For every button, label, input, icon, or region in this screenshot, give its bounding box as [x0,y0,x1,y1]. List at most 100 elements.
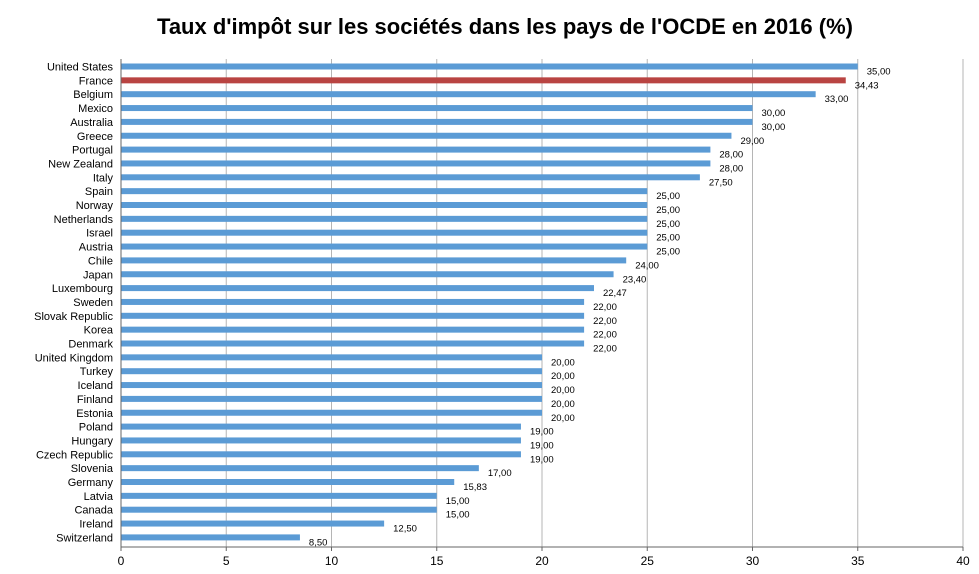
category-label: Poland [79,422,113,434]
bar [121,479,455,485]
value-label: 19,00 [530,440,554,451]
value-label: 28,00 [719,150,743,161]
value-label: 20,00 [551,371,575,382]
value-label: 17,00 [488,468,512,479]
category-label: Austria [79,242,114,254]
bar [121,534,300,541]
category-label: Turkey [80,366,114,378]
category-label: Switzerland [56,532,113,544]
bar [121,506,437,513]
bar [121,215,648,222]
x-tick-label: 5 [223,554,230,568]
value-label: 20,00 [551,413,575,424]
bar [121,174,700,181]
category-label: Germany [68,477,114,489]
bar [121,465,479,472]
x-tick-label: 0 [118,554,125,568]
bar [121,105,753,112]
category-label: Israel [86,228,113,240]
bar [121,229,648,236]
bar [121,423,521,430]
category-label: Australia [70,117,114,129]
category-label: Greece [77,131,113,143]
value-label: 22,00 [593,344,617,355]
bar [121,118,753,125]
value-label: 30,00 [762,122,786,133]
bar [121,409,542,416]
bar [121,285,594,292]
bar [121,451,521,458]
value-label: 15,00 [446,510,470,521]
category-label: Portugal [72,145,113,157]
bar [121,271,614,278]
category-label: Ireland [79,519,113,531]
x-tick-label: 25 [641,554,655,568]
bar [121,188,648,195]
category-label: Estonia [76,408,114,420]
bar [121,312,585,319]
category-label: Latvia [84,491,114,503]
value-label: 20,00 [551,385,575,396]
bar [121,492,437,499]
bar [121,202,648,208]
category-label: Slovak Republic [34,311,113,323]
category-label: Denmark [68,339,113,351]
value-label: 27,50 [709,177,733,188]
category-label: Spain [85,186,113,198]
bar [121,368,542,375]
value-label: 19,00 [530,454,554,465]
x-axis-ticks: 0 5 10 15 20 25 30 35 40 [118,547,970,568]
value-label: 15,00 [446,496,470,507]
chart-title: Taux d'impôt sur les sociétés dans les p… [157,14,853,39]
category-label: United States [47,62,114,74]
bars [121,63,858,541]
category-label: France [79,75,113,87]
value-label: 33,00 [825,94,849,105]
bar [121,354,542,361]
category-label: Belgium [73,89,113,101]
x-tick-label: 10 [325,554,339,568]
bar [121,63,858,70]
x-tick-label: 35 [851,554,865,568]
bar [121,437,521,444]
value-label: 20,00 [551,357,575,368]
category-label: Luxembourg [52,283,113,295]
category-label: United Kingdom [35,352,113,364]
value-label: 19,00 [530,427,554,438]
x-tick-label: 30 [746,554,760,568]
bar [121,257,627,264]
bar [121,146,711,153]
value-label: 22,00 [593,330,617,341]
x-tick-label: 20 [535,554,549,568]
value-label: 22,00 [593,316,617,327]
category-label: Finland [77,394,113,406]
value-label: 25,00 [656,191,680,202]
category-label: Sweden [73,297,113,309]
value-label: 12,50 [393,524,417,535]
bar [121,298,585,305]
category-label: Norway [76,200,114,212]
value-label: 25,00 [656,219,680,230]
category-label: Canada [74,505,113,517]
value-label: 25,00 [656,233,680,244]
value-label: 29,00 [740,136,764,147]
category-label: Hungary [71,435,113,447]
value-labels: 35,00 34,43 33,00 30,00 30,00 29,00 28,00 28,00… [309,67,891,549]
category-label: Italy [93,172,114,184]
category-label: Czech Republic [36,449,114,461]
bar [121,382,542,389]
category-label: New Zealand [48,158,113,170]
category-label: Netherlands [54,214,114,226]
category-label: Iceland [78,380,113,392]
category-label: Chile [88,255,113,267]
bar [121,340,585,347]
value-label: 34,43 [855,80,879,91]
bar [121,132,732,139]
bar [121,77,846,84]
value-label: 24,00 [635,260,659,271]
value-label: 20,00 [551,399,575,410]
x-tick-label: 15 [430,554,444,568]
x-tick-label: 40 [956,554,970,568]
